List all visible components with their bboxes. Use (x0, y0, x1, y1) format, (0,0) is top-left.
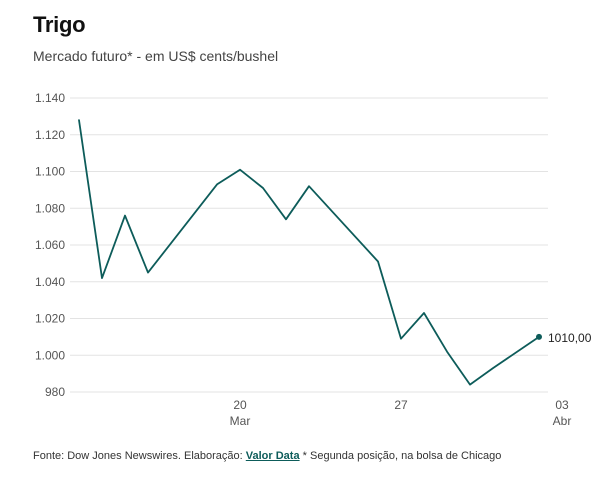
x-tick-sublabel: Mar (230, 414, 251, 428)
y-tick-label: 980 (45, 385, 65, 399)
last-value-label: 1010,00 (548, 331, 592, 345)
x-tick-label: 03 (555, 398, 569, 412)
valor-data-link[interactable]: Valor Data (245, 450, 300, 462)
y-tick-label: 1.020 (35, 312, 65, 326)
source-footer: Fonte: Dow Jones Newswires. Elaboração: … (33, 450, 501, 462)
series-line (78, 119, 540, 386)
y-tick-label: 1.140 (35, 91, 65, 105)
last-point-marker (536, 333, 542, 340)
y-tick-label: 1.060 (35, 238, 65, 252)
y-tick-label: 1.080 (35, 201, 65, 215)
y-tick-label: 1.120 (35, 128, 65, 142)
footnote-text: * Segunda posição, na bolsa de Chicago (302, 450, 502, 462)
y-tick-label: 1.100 (35, 165, 65, 179)
x-tick-sublabel: Abr (553, 414, 572, 428)
line-chart: 980 1.000 1.020 1.040 1.060 1.080 1.100 1.120 1.… (35, 91, 592, 428)
y-tick-label: 1.000 (35, 348, 65, 362)
y-tick-label: 1.040 (35, 275, 65, 289)
x-tick-label: 20 (233, 398, 247, 412)
source-text: Fonte: Dow Jones Newswires. Elaboração: (33, 450, 243, 462)
chart-subtitle: Mercado futuro* - em US$ cents/bushel (33, 48, 279, 64)
x-tick-label: 27 (394, 398, 408, 412)
chart-title: Trigo (33, 12, 86, 37)
